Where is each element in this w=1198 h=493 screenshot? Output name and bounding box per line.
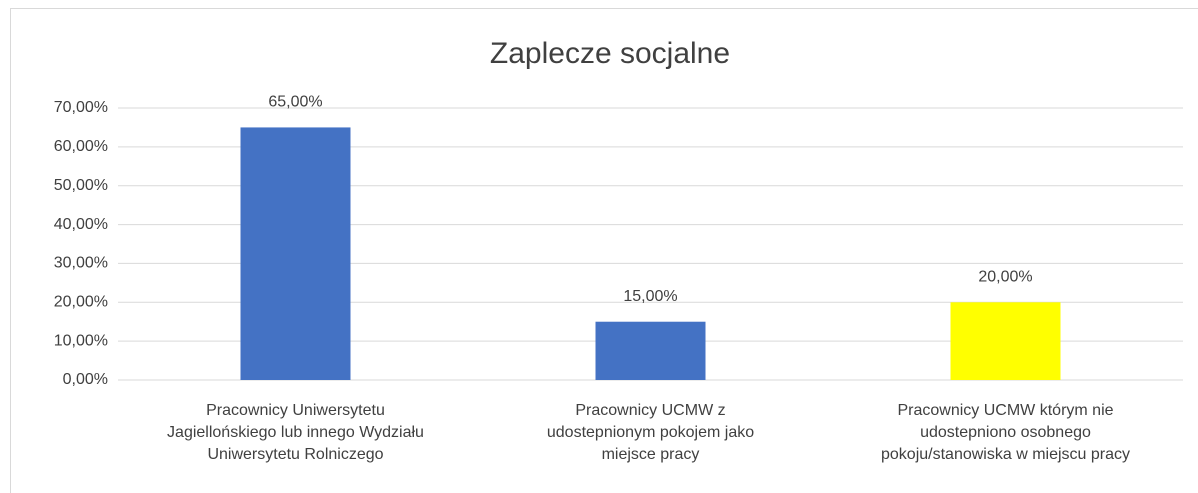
- x-tick-label: Pracownicy Uniwersytetu Jagiellońskiego …: [167, 402, 424, 463]
- chart-border: [10, 8, 1198, 493]
- data-label: 20,00%: [978, 269, 1032, 286]
- y-tick-label: 40,00%: [54, 216, 108, 233]
- y-tick-label: 10,00%: [54, 332, 108, 349]
- y-tick-label: 30,00%: [54, 255, 108, 272]
- bar: [950, 302, 1061, 380]
- y-tick-label: 70,00%: [54, 99, 108, 116]
- data-label: 15,00%: [623, 288, 677, 305]
- y-tick-label: 20,00%: [54, 294, 108, 311]
- bar: [240, 127, 351, 380]
- x-tick-label: Pracownicy UCMW z udostepnionym pokojem …: [546, 402, 755, 463]
- data-label: 65,00%: [268, 94, 322, 111]
- chart-title: Zaplecze socjalne: [490, 37, 730, 70]
- y-tick-label: 60,00%: [54, 138, 108, 155]
- y-tick-label: 0,00%: [63, 371, 108, 388]
- x-tick-label: Pracownicy UCMW którym nie udostepniono …: [881, 402, 1130, 463]
- bar: [595, 321, 706, 380]
- y-tick-label: 50,00%: [54, 177, 108, 194]
